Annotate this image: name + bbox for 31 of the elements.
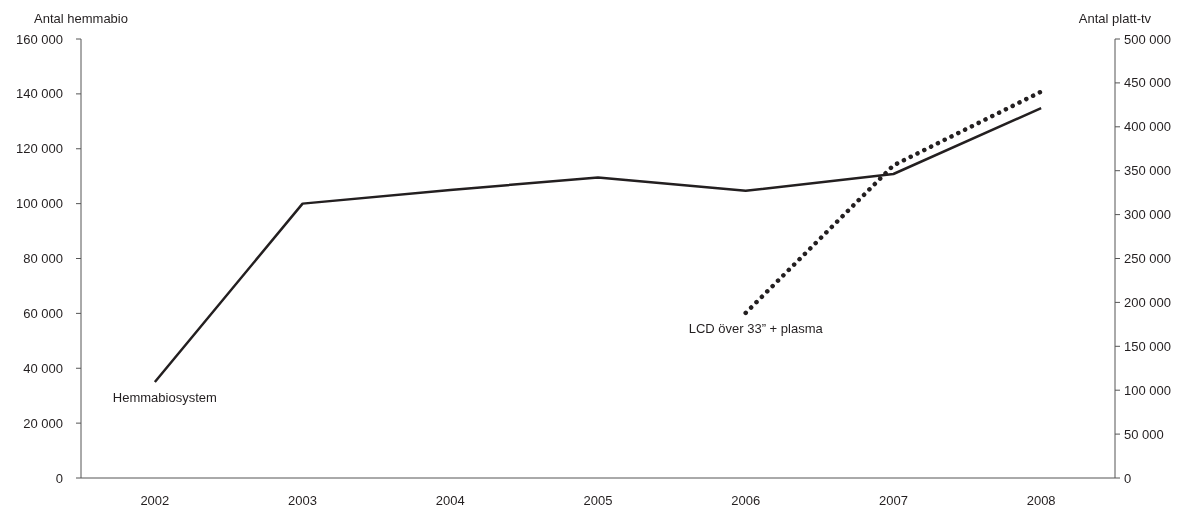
series-label: Hemmabiosystem [112, 389, 217, 405]
y-tick-label: 120 000 [16, 141, 63, 157]
y2-tick-label: 50 000 [1124, 426, 1164, 442]
y2-tick-label: 450 000 [1124, 75, 1171, 91]
y-tick-label: 160 000 [16, 31, 63, 47]
x-tick-label: 2005 [583, 493, 613, 508]
x-tick-label: 2002 [140, 493, 170, 508]
y-tick-label: 40 000 [23, 360, 63, 376]
y2-tick-label: 300 000 [1124, 207, 1171, 223]
y2-tick-label: 250 000 [1124, 251, 1171, 267]
x-tick-label: 2004 [435, 493, 465, 508]
y-tick-label: 140 000 [16, 86, 63, 102]
y2-tick-label: 400 000 [1124, 119, 1171, 135]
x-tick-label: 2008 [1026, 493, 1056, 508]
x-tick-label: 2007 [878, 493, 908, 508]
y-axis-title: Antal hemmabio [34, 11, 128, 26]
y-tick-label: 100 000 [16, 196, 63, 212]
y2-tick-label: 100 000 [1124, 382, 1171, 398]
x-tick-label: 2006 [731, 493, 761, 508]
y2-tick-label: 0 [1124, 470, 1132, 486]
y2-tick-label: 350 000 [1124, 163, 1171, 179]
y-tick-label: 20 000 [23, 415, 63, 431]
y2-axis-title: Antal platt-tv [1078, 11, 1152, 26]
y-tick-label: 60 000 [23, 305, 63, 321]
series-label: LCD över 33” + plasma [688, 320, 824, 336]
x-tick-label: 2003 [288, 493, 318, 508]
y2-tick-label: 500 000 [1124, 31, 1171, 47]
y2-tick-label: 200 000 [1124, 294, 1171, 310]
y-tick-label: 0 [55, 470, 63, 486]
y2-tick-label: 150 000 [1124, 338, 1171, 354]
y-tick-label: 80 000 [23, 251, 63, 267]
